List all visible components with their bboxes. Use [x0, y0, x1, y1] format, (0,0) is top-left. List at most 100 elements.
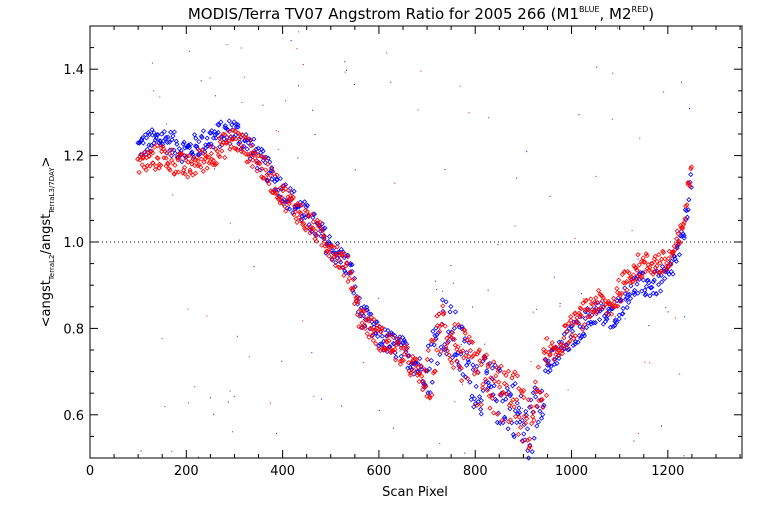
data-point-red [683, 203, 689, 209]
data-point-blue [377, 341, 383, 347]
data-point-red [447, 356, 453, 363]
data-point-red [642, 259, 648, 265]
data-point-red [481, 355, 488, 361]
data-point-red [212, 162, 218, 168]
data-point-red [386, 338, 392, 344]
data-point-red [319, 242, 325, 248]
data-point-blue [505, 426, 511, 432]
data-point-red [246, 159, 252, 165]
outlier-point-red [159, 96, 161, 98]
data-point-red [269, 189, 275, 195]
data-point-red [314, 232, 320, 238]
outlier-point-red [439, 443, 441, 444]
data-point-red [264, 172, 270, 178]
outlier-point-red [582, 298, 584, 300]
outlier-point-blue [290, 40, 292, 42]
data-point-red [516, 385, 522, 392]
data-point-blue [209, 128, 215, 134]
outlier-point-blue [450, 264, 452, 266]
data-point-red [604, 310, 610, 316]
data-point-blue [602, 319, 608, 325]
data-point-red [363, 317, 370, 323]
data-point-blue [341, 255, 347, 261]
data-point-blue [582, 315, 588, 322]
data-point-blue [518, 393, 524, 399]
data-point-blue [304, 202, 310, 208]
data-point-blue [286, 206, 293, 212]
data-point-blue [445, 338, 451, 345]
outlier-point-blue [320, 398, 322, 400]
data-point-red [418, 363, 424, 369]
data-point-blue [566, 325, 572, 331]
outlier-point-red [616, 27, 618, 29]
data-point-blue [159, 131, 165, 137]
data-point-red [450, 365, 457, 371]
data-point-blue [384, 349, 390, 355]
data-point-blue [319, 221, 325, 227]
outlier-point-red [530, 361, 532, 362]
data-point-red [424, 393, 430, 399]
data-point-red [366, 318, 372, 324]
data-point-blue [235, 122, 241, 128]
data-point-blue [342, 268, 348, 274]
data-point-blue [213, 135, 219, 141]
outlier-point-blue [297, 157, 299, 159]
data-point-red [384, 339, 390, 345]
y-tick-label: 1.4 [63, 63, 84, 78]
data-point-red [574, 315, 580, 321]
data-point-red [566, 320, 572, 327]
data-point-blue [535, 419, 541, 425]
data-point-red [682, 216, 688, 222]
data-point-red [563, 323, 569, 329]
data-point-red [348, 285, 354, 291]
data-point-red [374, 323, 380, 329]
data-point-red [204, 165, 210, 171]
outlier-point-red [285, 100, 287, 102]
data-point-blue [607, 324, 614, 330]
data-point-blue [301, 212, 307, 219]
data-point-red [313, 238, 320, 244]
data-point-red [524, 416, 530, 422]
data-point-blue [643, 291, 649, 297]
data-point-red [346, 275, 352, 281]
data-point-red [608, 311, 615, 317]
data-point-red [220, 131, 226, 137]
data-point-red [359, 320, 365, 326]
data-point-red [644, 253, 650, 259]
data-point-blue [460, 371, 466, 378]
data-point-blue [666, 271, 672, 277]
data-point-blue [500, 398, 506, 404]
data-point-blue [138, 152, 144, 158]
data-point-red [684, 202, 690, 208]
data-point-red [532, 379, 538, 385]
data-point-red [371, 328, 378, 334]
data-point-red [294, 219, 300, 225]
data-point-blue [277, 176, 283, 182]
data-point-red [261, 175, 267, 181]
outlier-point-red [394, 182, 396, 184]
data-point-blue [163, 134, 169, 140]
data-point-red [480, 381, 486, 387]
data-point-red [611, 295, 617, 301]
data-point-blue [618, 297, 624, 303]
data-point-red [166, 166, 172, 172]
data-point-blue [152, 132, 159, 138]
data-point-blue [627, 291, 633, 298]
data-point-blue [478, 406, 484, 412]
data-point-red [266, 181, 272, 187]
data-point-blue [254, 165, 260, 171]
data-point-red [244, 159, 250, 165]
data-point-red [353, 295, 359, 301]
data-point-red [600, 295, 606, 301]
data-point-blue [640, 277, 646, 283]
data-point-red [360, 308, 366, 314]
data-point-red [419, 373, 425, 379]
data-point-red [392, 346, 398, 353]
outlier-point-blue [393, 427, 394, 429]
data-point-blue [515, 411, 521, 417]
data-point-blue [643, 283, 650, 290]
data-point-red [493, 373, 499, 379]
outlier-point-blue [312, 109, 314, 111]
data-point-red [163, 155, 169, 161]
outlier-point-red [206, 315, 208, 317]
